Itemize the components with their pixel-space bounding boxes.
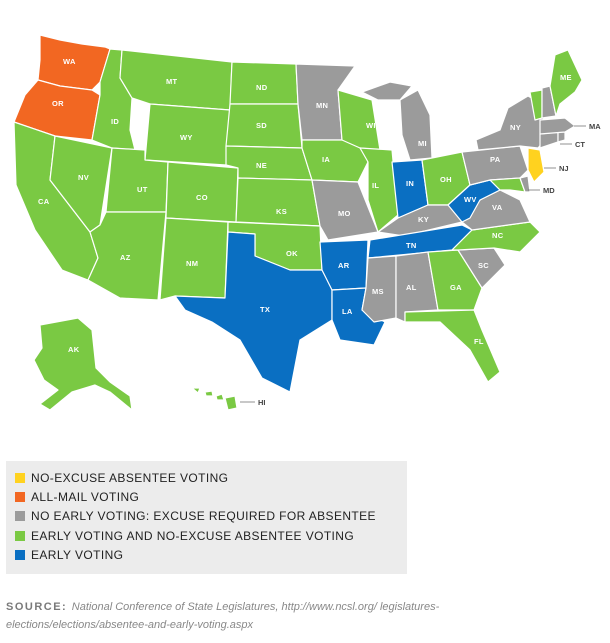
legend-swatch-gray bbox=[15, 511, 25, 521]
label-nd: ND bbox=[256, 83, 268, 92]
label-mn: MN bbox=[316, 101, 328, 110]
label-ok: OK bbox=[286, 249, 298, 258]
label-ks: KS bbox=[276, 207, 287, 216]
label-wv: WV bbox=[464, 195, 477, 204]
label-in: IN bbox=[406, 179, 414, 188]
label-pa: PA bbox=[490, 155, 501, 164]
label-co: CO bbox=[196, 193, 208, 202]
label-ne: NE bbox=[256, 161, 267, 170]
label-mi: MI bbox=[418, 139, 427, 148]
legend-item-early-and-no-excuse: EARLY VOTING AND NO-EXCUSE ABSENTEE VOTI… bbox=[15, 528, 354, 544]
label-sc: SC bbox=[478, 261, 489, 270]
legend-label: EARLY VOTING AND NO-EXCUSE ABSENTEE VOTI… bbox=[31, 529, 355, 543]
state-ks[interactable] bbox=[235, 177, 321, 227]
source-label: SOURCE: bbox=[6, 601, 72, 613]
label-wi: WI bbox=[366, 121, 376, 130]
label-ga: GA bbox=[450, 283, 462, 292]
state-hi[interactable] bbox=[191, 387, 238, 411]
legend-item-all-mail: ALL-MAIL VOTING bbox=[15, 489, 139, 505]
label-tx: TX bbox=[260, 305, 270, 314]
state-nj[interactable] bbox=[527, 147, 545, 183]
label-hi: HI bbox=[258, 398, 266, 407]
label-ma: MA bbox=[589, 122, 601, 131]
state-de[interactable] bbox=[519, 175, 531, 193]
label-md: MD bbox=[543, 186, 555, 195]
state-ri[interactable] bbox=[557, 131, 566, 143]
label-va: VA bbox=[492, 203, 503, 212]
leader-labels: HI NJ MD CT MA bbox=[240, 122, 601, 407]
state-labels: WA OR CA NV ID MT WY UT AZ CO NM ND SD N… bbox=[38, 57, 572, 354]
label-ut: UT bbox=[137, 185, 148, 194]
label-al: AL bbox=[406, 283, 417, 292]
label-oh: OH bbox=[440, 175, 452, 184]
legend-label: NO EARLY VOTING: EXCUSE REQUIRED FOR ABS… bbox=[31, 509, 376, 523]
state-az[interactable] bbox=[87, 211, 167, 301]
label-fl: FL bbox=[474, 337, 484, 346]
label-sd: SD bbox=[256, 121, 267, 130]
state-ma[interactable] bbox=[539, 117, 576, 135]
legend-swatch-orange bbox=[15, 492, 25, 502]
legend-label: NO-EXCUSE ABSENTEE VOTING bbox=[31, 471, 229, 485]
legend-item-no-excuse-absentee: NO-EXCUSE ABSENTEE VOTING bbox=[15, 470, 228, 486]
label-nc: NC bbox=[492, 231, 504, 240]
state-md[interactable] bbox=[489, 177, 526, 193]
source-citation: SOURCE: National Conference of State Leg… bbox=[6, 598, 566, 634]
label-or: OR bbox=[52, 99, 64, 108]
label-az: AZ bbox=[120, 253, 131, 262]
label-ct: CT bbox=[575, 140, 585, 149]
state-me[interactable] bbox=[549, 49, 583, 117]
label-wy: WY bbox=[180, 133, 193, 142]
source-text: National Conference of State Legislature… bbox=[6, 601, 440, 631]
legend-swatch-green bbox=[15, 531, 25, 541]
state-ct[interactable] bbox=[539, 131, 559, 149]
label-ak: AK bbox=[68, 345, 80, 354]
label-nv: NV bbox=[78, 173, 89, 182]
label-wa: WA bbox=[63, 57, 76, 66]
label-nj: NJ bbox=[559, 164, 569, 173]
state-mo[interactable] bbox=[311, 179, 379, 241]
state-fl[interactable] bbox=[404, 309, 501, 383]
state-wi[interactable] bbox=[337, 89, 381, 151]
label-ia: IA bbox=[322, 155, 330, 164]
label-ky: KY bbox=[418, 215, 429, 224]
map-legend: NO-EXCUSE ABSENTEE VOTING ALL-MAIL VOTIN… bbox=[6, 461, 407, 574]
legend-label: ALL-MAIL VOTING bbox=[31, 490, 140, 504]
label-id: ID bbox=[111, 117, 119, 126]
label-la: LA bbox=[342, 307, 353, 316]
legend-item-early-voting: EARLY VOTING bbox=[15, 547, 123, 563]
label-nm: NM bbox=[186, 259, 198, 268]
legend-item-no-early-voting: NO EARLY VOTING: EXCUSE REQUIRED FOR ABS… bbox=[15, 508, 376, 524]
label-mo: MO bbox=[338, 209, 351, 218]
state-ne[interactable] bbox=[225, 145, 313, 181]
state-mi-upper[interactable] bbox=[361, 81, 413, 101]
state-tx[interactable] bbox=[174, 231, 333, 393]
state-mi[interactable] bbox=[399, 89, 433, 161]
label-ca: CA bbox=[38, 197, 50, 206]
state-ak[interactable] bbox=[33, 317, 133, 411]
label-il: IL bbox=[372, 181, 379, 190]
legend-swatch-blue bbox=[15, 550, 25, 560]
us-states-map: WA OR CA NV ID MT WY UT AZ CO NM ND SD N… bbox=[13, 34, 601, 411]
label-me: ME bbox=[560, 73, 572, 82]
label-ar: AR bbox=[338, 261, 350, 270]
state-co[interactable] bbox=[165, 161, 239, 223]
legend-swatch-yellow bbox=[15, 473, 25, 483]
label-ny: NY bbox=[510, 123, 521, 132]
label-mt: MT bbox=[166, 77, 178, 86]
label-ms: MS bbox=[372, 287, 384, 296]
label-tn: TN bbox=[406, 241, 417, 250]
legend-label: EARLY VOTING bbox=[31, 548, 124, 562]
